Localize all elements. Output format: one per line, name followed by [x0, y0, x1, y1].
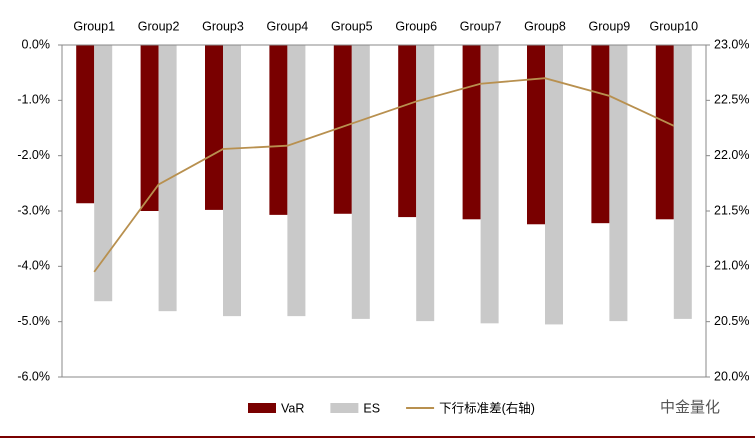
x-tick-label: Group1 — [73, 19, 115, 33]
bar — [545, 45, 563, 325]
legend-swatch — [248, 403, 276, 413]
y-tick-label: -5.0% — [17, 314, 50, 328]
y2-tick-label: 22.5% — [714, 93, 749, 107]
y2-tick-label: 20.5% — [714, 314, 749, 328]
bar — [398, 45, 417, 218]
bar — [269, 45, 288, 215]
bar — [205, 45, 223, 210]
bar — [287, 45, 306, 317]
y-tick-label: -4.0% — [17, 259, 50, 273]
x-tick-label: Group7 — [460, 19, 502, 33]
x-tick-label: Group2 — [138, 19, 180, 33]
bar — [76, 45, 95, 204]
line — [93, 77, 675, 273]
bar — [462, 45, 481, 220]
legend-label: VaR — [281, 401, 304, 415]
bar — [351, 45, 370, 319]
y-tick-label: -1.0% — [17, 93, 50, 107]
x-tick-label: Group10 — [649, 19, 698, 33]
legend-label: 下行标准差(右轴) — [439, 400, 535, 415]
bar — [158, 45, 177, 312]
y-tick-label: 0.0% — [22, 37, 51, 51]
bar — [527, 45, 545, 225]
y2-tick-label: 21.5% — [714, 203, 749, 217]
y-tick-label: -3.0% — [17, 203, 50, 217]
legend-label: ES — [363, 401, 380, 415]
x-tick-label: Group8 — [524, 19, 566, 33]
bar — [673, 45, 692, 319]
y2-tick-label: 21.0% — [714, 259, 749, 273]
bar — [94, 45, 113, 302]
x-tick-label: Group3 — [202, 19, 244, 33]
bar — [591, 45, 610, 224]
bar — [416, 45, 435, 322]
y-tick-label: -2.0% — [17, 148, 50, 162]
x-tick-label: Group9 — [589, 19, 631, 33]
y2-tick-label: 20.0% — [714, 369, 749, 383]
bar — [223, 45, 241, 317]
bar — [609, 45, 628, 322]
x-tick-label: Group4 — [267, 19, 309, 33]
x-tick-label: Group6 — [395, 19, 437, 33]
legend-swatch — [330, 403, 359, 413]
bar — [480, 45, 499, 324]
y2-tick-label: 23.0% — [714, 37, 749, 51]
bar — [333, 45, 352, 214]
y-tick-label: -6.0% — [17, 369, 50, 383]
y2-tick-label: 22.0% — [714, 148, 749, 162]
x-tick-label: Group5 — [331, 19, 373, 33]
bar — [140, 45, 159, 211]
bar — [655, 45, 674, 220]
watermark: 中金量化 — [660, 399, 720, 416]
